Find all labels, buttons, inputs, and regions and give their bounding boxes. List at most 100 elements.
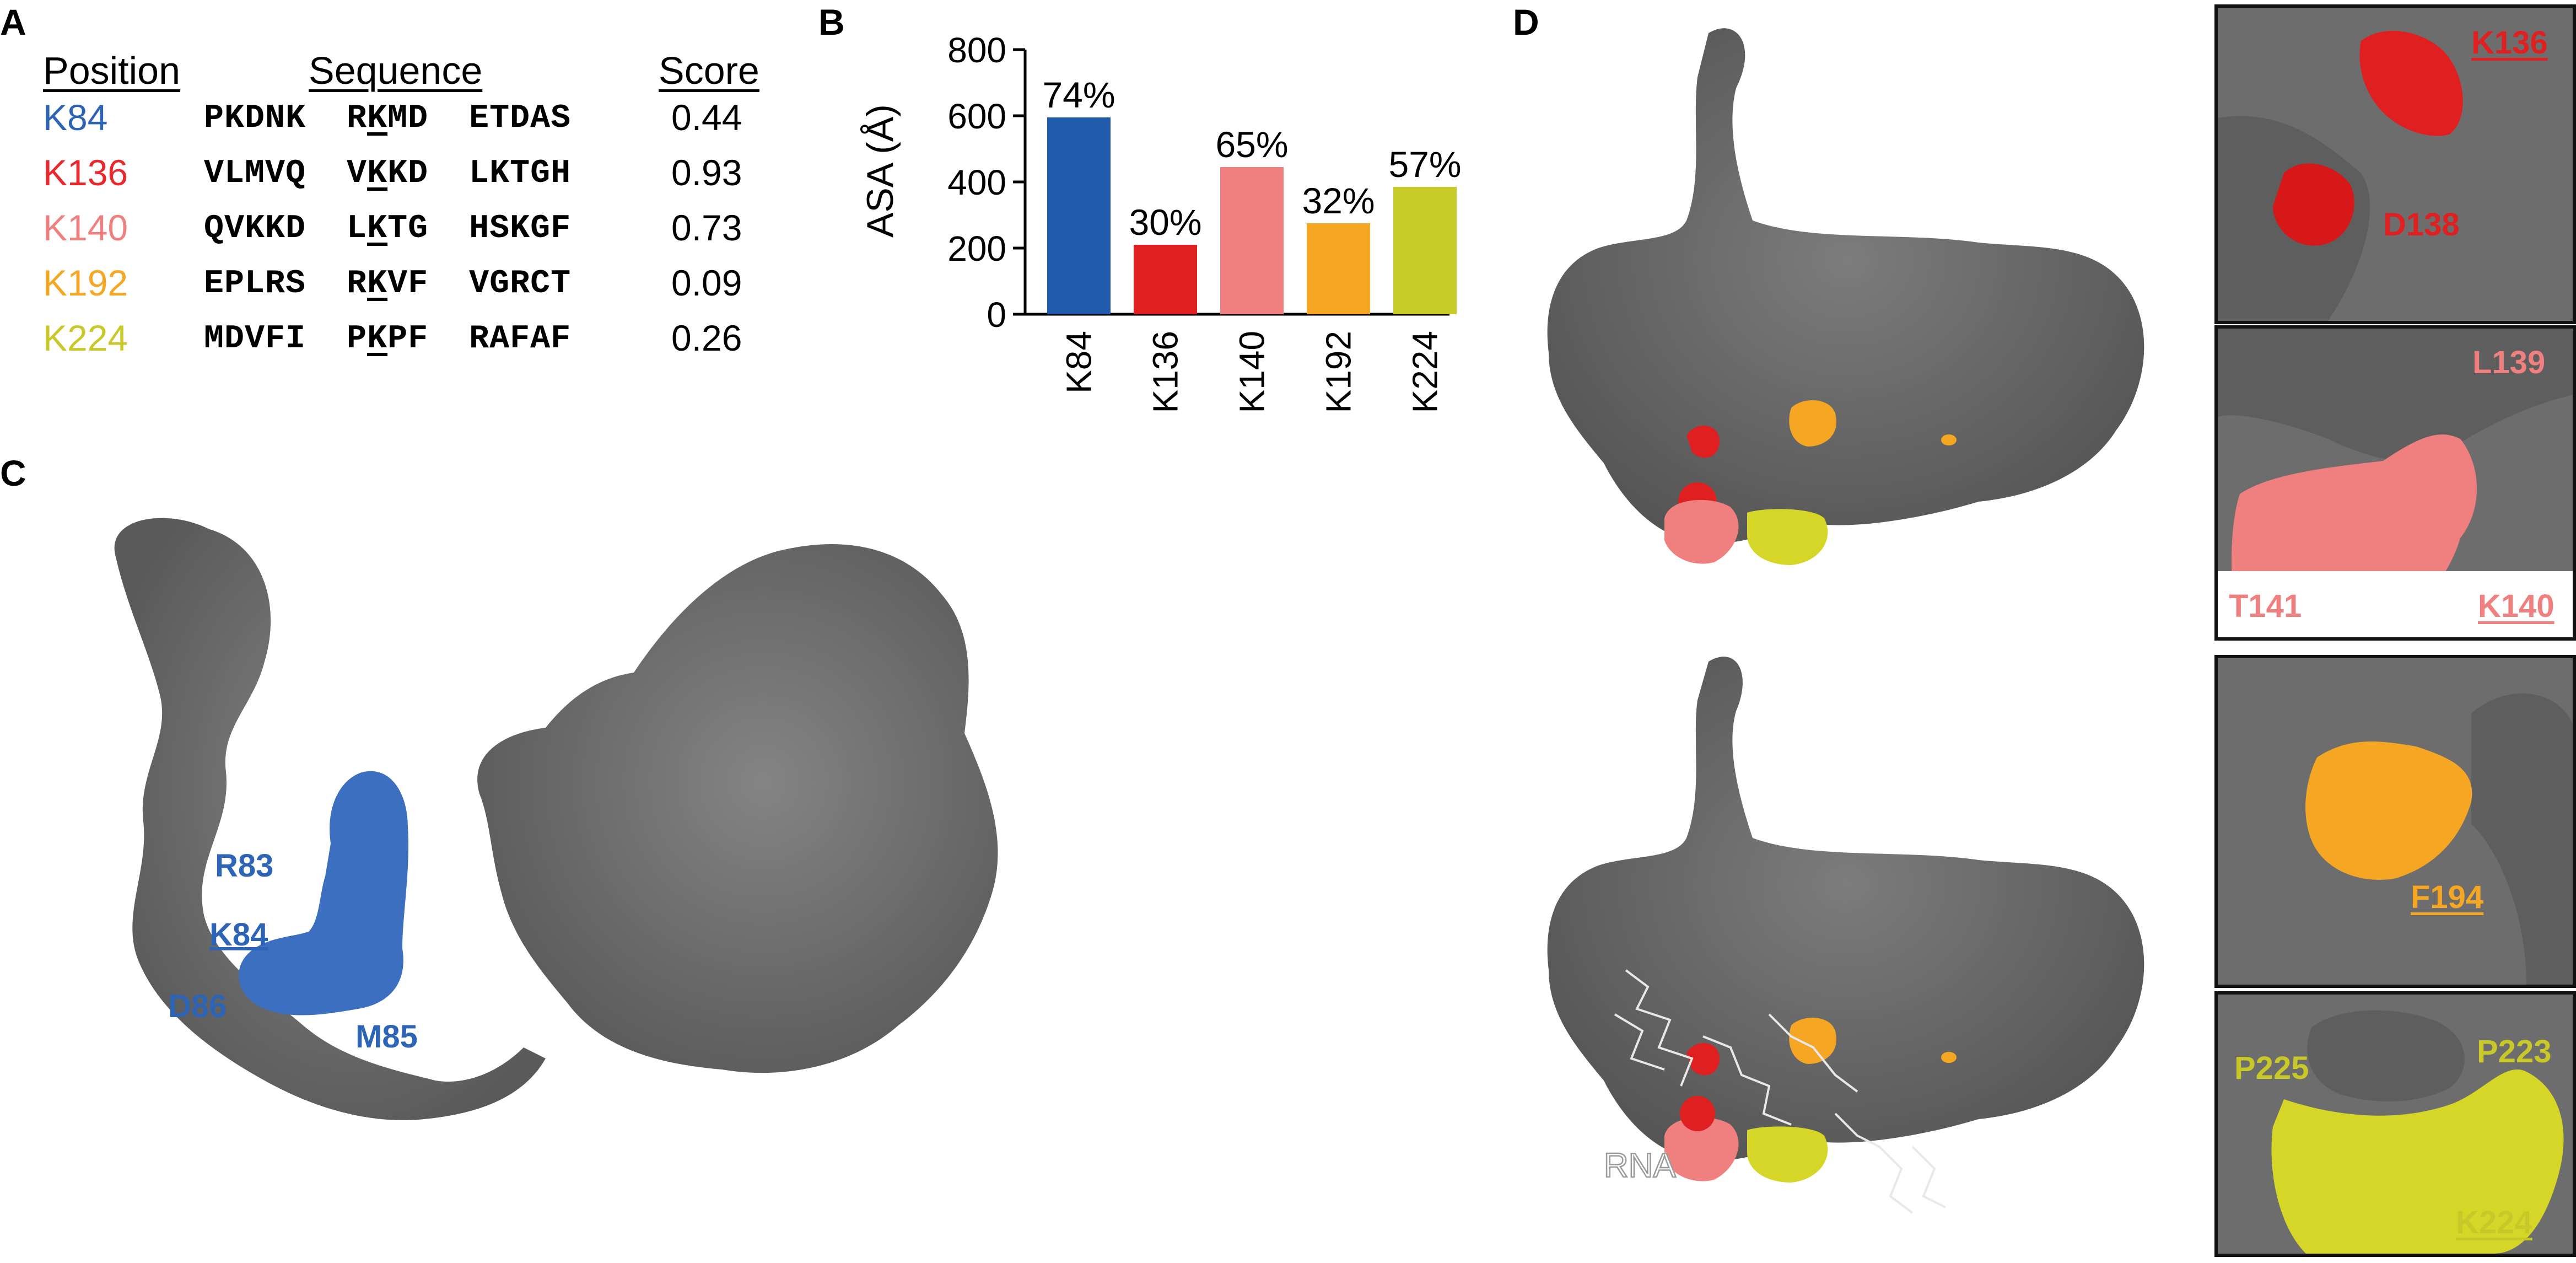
seq-lysine: K (367, 100, 388, 137)
sequence-table: Position Sequence Score K84 PKDNK RKMD ET… (0, 0, 799, 397)
x-tick-label-k136: K136 (1146, 331, 1185, 413)
label-m85: M85 (355, 1019, 418, 1055)
panel-label-b: B (818, 2, 845, 42)
label-d138: D138 (2383, 207, 2460, 243)
y-tick-label: 800 (947, 30, 1006, 70)
k140-patch-bottom (1664, 1117, 1739, 1181)
sequence-k224: MDVFI PKPF RAFAF (204, 320, 571, 358)
header-score: Score (659, 49, 759, 92)
seq-pre: R (347, 265, 368, 303)
label-p225: P225 (2234, 1050, 2309, 1086)
protein-surface-d: RNA (1547, 28, 2144, 1214)
seq-lysine: K (367, 320, 388, 358)
seq-lysine: K (367, 265, 388, 303)
seq-pre: V (347, 155, 368, 192)
protein-view-bottom (1547, 657, 2144, 1162)
k136-patch-bottom (1680, 1096, 1715, 1131)
bar-label-k136: 30% (1129, 202, 1201, 243)
label-r83: R83 (215, 848, 273, 884)
bar-label-k84: 74% (1042, 74, 1115, 115)
inset-k224: P225 P223 K224 (2214, 991, 2576, 1257)
score-k136: 0.93 (671, 152, 742, 193)
seq-post: KD (387, 155, 429, 192)
label-k224: K224 (2456, 1205, 2532, 1240)
sequence-k140: QVKKD LKTG HSKGF (204, 210, 571, 248)
seq-post: VF (387, 265, 429, 303)
d138-patch-top (1686, 425, 1720, 458)
seq-right: HSKGF (469, 210, 572, 248)
bar-label-k192: 32% (1302, 180, 1375, 221)
seq-pre: R (347, 100, 368, 137)
position-k140: K140 (43, 207, 128, 248)
label-k84: K84 (209, 917, 268, 953)
seq-right: ETDAS (469, 100, 572, 137)
bar-k224 (1393, 187, 1457, 314)
protein-surface-c: R83 K84 D86 M85 (114, 518, 998, 1120)
seq-left: EPLRS (204, 265, 306, 303)
label-f194: F194 (2411, 879, 2484, 915)
y-axis-label: ASA (Å) (859, 104, 901, 238)
position-k84: K84 (43, 97, 108, 138)
sequence-k84: PKDNK RKMD ETDAS (204, 100, 571, 137)
rna-stick-model (1614, 969, 1946, 1214)
bar-k84 (1047, 117, 1111, 314)
rna-label: RNA (1604, 1147, 1677, 1185)
x-tick-label-k192: K192 (1319, 331, 1359, 413)
x-tick-label-k84: K84 (1059, 331, 1099, 394)
r83-k84-d86-m85-surface (239, 771, 409, 1015)
x-tick-label-k140: K140 (1232, 331, 1272, 413)
score-k84: 0.44 (671, 97, 742, 138)
seq-left: PKDNK (204, 100, 306, 137)
small-patch-top (1941, 434, 1957, 445)
score-k224: 0.26 (671, 318, 742, 358)
inset-k136: K136 D138 (2214, 4, 2576, 324)
x-tick-label-k224: K224 (1405, 331, 1445, 413)
label-d86: D86 (168, 988, 227, 1024)
header-position: Position (43, 49, 181, 92)
seq-left: VLMVQ (204, 155, 306, 192)
y-tick-label: 0 (987, 295, 1006, 335)
inset-k140: L139 T141 K140 (2214, 325, 2576, 641)
k192-patch-top (1789, 400, 1836, 447)
bar-k192 (1307, 223, 1370, 314)
protein-view-top (1547, 28, 2144, 544)
bar-k140 (1220, 167, 1284, 314)
bar-label-k140: 65% (1215, 124, 1288, 165)
label-k136: K136 (2471, 25, 2548, 61)
k224-patch-top (1747, 509, 1828, 565)
protein-core-surface (477, 544, 998, 1073)
panel-label-d: D (1513, 2, 1539, 42)
protein-tail-surface (114, 518, 546, 1120)
seq-right: RAFAF (469, 320, 572, 358)
seq-post: TG (387, 210, 429, 248)
seq-pre: L (347, 210, 368, 248)
position-k192: K192 (43, 262, 128, 303)
y-tick-label: 400 (947, 163, 1006, 202)
seq-post: PF (387, 320, 429, 358)
seq-post: MD (387, 100, 429, 137)
small-patch-bottom (1941, 1052, 1957, 1063)
seq-left: QVKKD (204, 210, 306, 248)
header-sequence: Sequence (309, 49, 483, 92)
label-t141: T141 (2229, 588, 2302, 624)
bar-label-k224: 57% (1388, 144, 1461, 185)
score-k140: 0.73 (671, 207, 742, 248)
seq-lysine: K (367, 155, 388, 192)
bar-k136 (1134, 245, 1197, 314)
score-k192: 0.09 (671, 262, 742, 303)
label-p223: P223 (2477, 1034, 2552, 1069)
k192-patch-bottom (1789, 1018, 1836, 1064)
d138-patch-bottom (1686, 1042, 1720, 1076)
label-l139: L139 (2472, 345, 2546, 380)
seq-right: LKTGH (469, 155, 572, 192)
k140-patch-top (1664, 499, 1739, 564)
position-k136: K136 (43, 152, 128, 193)
k224-patch-bottom (1747, 1126, 1828, 1183)
seq-lysine: K (367, 210, 388, 248)
panel-label-a: A (0, 2, 26, 42)
position-k224: K224 (43, 318, 128, 358)
sequence-k136: VLMVQ VKKD LKTGH (204, 155, 571, 192)
seq-right: VGRCT (469, 265, 572, 303)
asa-bar-chart: ASA (Å) 0 200 400 600 800 74% K84 30% K136 65% K1… (859, 30, 1462, 413)
y-tick-label: 600 (947, 96, 1006, 136)
